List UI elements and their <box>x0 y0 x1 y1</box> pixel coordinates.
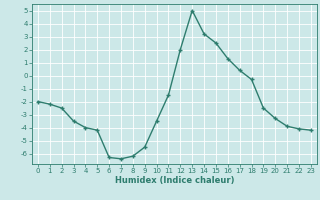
X-axis label: Humidex (Indice chaleur): Humidex (Indice chaleur) <box>115 176 234 185</box>
